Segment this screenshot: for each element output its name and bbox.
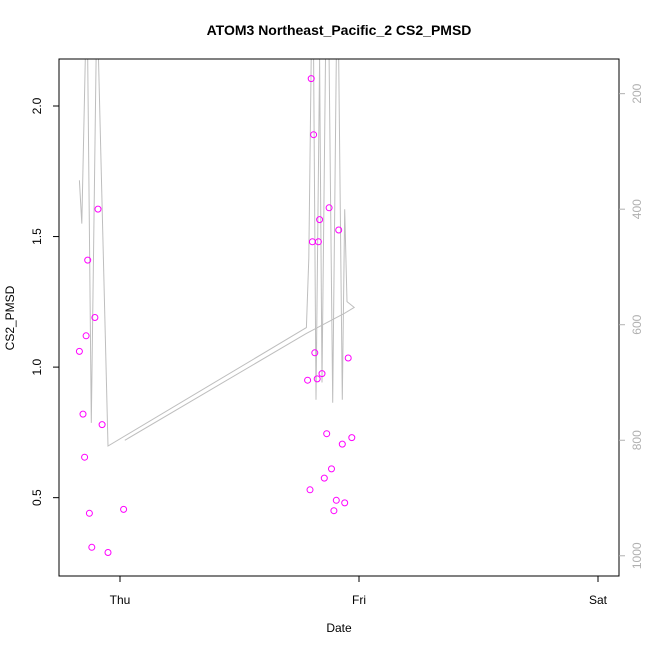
scatter-series — [75, 75, 356, 556]
data-point — [91, 314, 99, 321]
data-point — [335, 226, 343, 234]
data-point — [348, 434, 356, 442]
data-point — [316, 216, 324, 224]
data-point — [94, 205, 102, 213]
data-point — [304, 376, 312, 384]
data-point — [307, 75, 315, 83]
data-point — [332, 496, 340, 504]
data-point — [79, 410, 87, 418]
data-point — [104, 549, 112, 556]
y-axis-right: 200 400 600 800 1000 — [619, 83, 644, 569]
data-point — [81, 453, 89, 461]
data-point — [310, 131, 318, 139]
data-point — [338, 440, 346, 448]
data-point — [344, 354, 352, 362]
x-tick-label: Fri — [352, 593, 366, 607]
y2-tick-label: 1000 — [630, 542, 644, 569]
data-point — [341, 499, 349, 507]
y-tick-label: 0.5 — [30, 489, 44, 506]
data-point — [75, 347, 83, 355]
data-point — [330, 507, 338, 515]
line-series — [78, 58, 356, 447]
y2-tick-label: 800 — [630, 430, 644, 450]
data-point — [120, 505, 128, 513]
y-axis-left: 0.5 1.0 1.5 2.0 — [30, 97, 59, 506]
x-tick-label: Thu — [110, 593, 131, 607]
x-axis-label: Date — [326, 621, 352, 635]
y-tick-label: 1.0 — [30, 358, 44, 375]
data-point — [320, 474, 328, 482]
data-point — [314, 238, 322, 246]
x-tick-label: Sat — [589, 593, 608, 607]
y2-tick-label: 400 — [630, 199, 644, 219]
series-line — [78, 58, 356, 447]
y2-tick-label: 600 — [630, 314, 644, 334]
data-point — [328, 465, 335, 473]
y2-tick-label: 200 — [630, 83, 644, 103]
y-tick-label: 2.0 — [30, 97, 44, 114]
x-axis: Thu Fri Sat — [110, 576, 608, 607]
data-point — [306, 486, 314, 494]
data-point — [325, 204, 333, 212]
data-point — [311, 349, 319, 357]
data-point — [84, 256, 92, 264]
data-point — [323, 430, 331, 438]
data-point — [85, 509, 93, 517]
data-point — [82, 332, 90, 340]
data-point — [88, 543, 96, 551]
data-point — [98, 421, 106, 429]
data-point — [313, 375, 321, 383]
chart-title: ATOM3 Northeast_Pacific_2 CS2_PMSD — [207, 22, 472, 38]
data-point — [318, 370, 326, 378]
y-tick-label: 1.5 — [30, 228, 44, 245]
plot-frame — [58, 58, 620, 577]
y-axis-label: CS2_PMSD — [3, 285, 17, 350]
